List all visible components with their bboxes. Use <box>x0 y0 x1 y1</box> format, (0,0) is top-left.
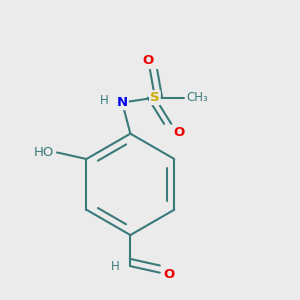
Text: CH₃: CH₃ <box>186 91 208 104</box>
Text: S: S <box>150 91 160 104</box>
Text: H: H <box>111 260 120 273</box>
Text: O: O <box>143 54 154 67</box>
Text: O: O <box>174 127 185 140</box>
Text: H: H <box>100 94 109 107</box>
Text: N: N <box>117 96 128 109</box>
Text: HO: HO <box>33 146 54 159</box>
Text: O: O <box>164 268 175 281</box>
